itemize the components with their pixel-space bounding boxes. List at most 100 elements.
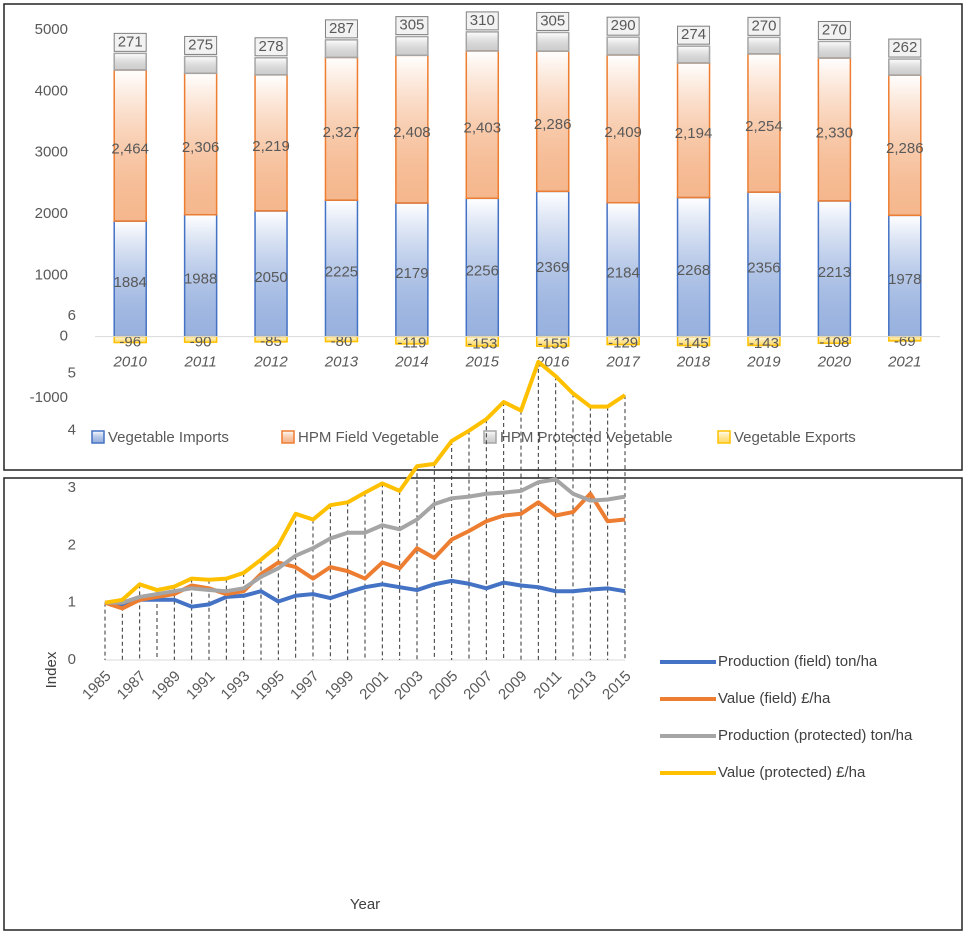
x-axis-title: Year xyxy=(350,896,380,913)
y-tick-label: 6 xyxy=(68,307,76,324)
data-label: -119 xyxy=(397,334,426,351)
y-tick-label: 1 xyxy=(68,594,76,611)
y-tick-label: 2000 xyxy=(35,205,68,222)
data-label: 278 xyxy=(259,38,284,55)
legend-swatch xyxy=(281,430,295,444)
data-label: -155 xyxy=(538,335,568,352)
data-label: 2,409 xyxy=(604,124,642,141)
data-label: 2,254 xyxy=(745,118,783,135)
data-label: 274 xyxy=(681,26,706,43)
x-tick-label: 2013 xyxy=(324,354,359,371)
data-label: 1988 xyxy=(184,271,217,288)
label-box xyxy=(395,16,429,36)
line xyxy=(104,359,627,605)
data-label: 275 xyxy=(188,36,213,53)
legend-label: Value (protected) £/ha xyxy=(718,764,866,781)
data-label: -108 xyxy=(819,334,849,351)
line xyxy=(104,491,626,611)
bar xyxy=(395,54,429,204)
data-label: 1884 xyxy=(114,274,147,291)
y-tick-label: 1000 xyxy=(35,266,68,283)
data-label: -85 xyxy=(260,333,282,350)
y-tick-label: 5000 xyxy=(35,21,68,38)
x-tick-label: 2018 xyxy=(676,354,711,371)
bar xyxy=(888,58,922,76)
data-label: 305 xyxy=(399,17,424,34)
legend-label: HPM Protected Vegetable xyxy=(500,429,673,446)
label-box xyxy=(677,25,711,45)
data-label: 2,286 xyxy=(534,116,572,133)
data-label: 1978 xyxy=(888,271,921,288)
bar xyxy=(465,50,500,200)
legend-label: Production (protected) ton/ha xyxy=(718,727,913,744)
data-label: 270 xyxy=(822,21,847,38)
data-label: 2256 xyxy=(466,262,499,279)
data-label: -153 xyxy=(467,335,497,352)
y-tick-label: 2 xyxy=(68,536,76,553)
bar xyxy=(395,202,429,338)
bar xyxy=(817,40,852,59)
bar xyxy=(183,55,218,75)
y-tick-label: 0 xyxy=(60,328,68,345)
y-tick-label: 3 xyxy=(68,479,76,496)
data-label: 2225 xyxy=(325,263,358,280)
x-tick-label: 2017 xyxy=(605,354,640,371)
x-tick-label: 2014 xyxy=(394,354,428,371)
bar xyxy=(535,50,570,193)
data-label: 2369 xyxy=(536,259,569,276)
legend-swatch xyxy=(717,430,731,444)
data-label: -143 xyxy=(749,335,779,352)
x-tick-label: 2019 xyxy=(746,354,781,371)
line xyxy=(105,477,626,605)
x-tick-label: 2021 xyxy=(887,354,921,371)
x-tick-label: 2010 xyxy=(113,354,148,371)
data-label: 262 xyxy=(892,39,917,56)
data-label: -90 xyxy=(190,333,212,350)
data-label: -129 xyxy=(608,335,638,352)
legend-label: HPM Field Vegetable xyxy=(298,429,439,446)
data-label: 2,464 xyxy=(111,141,149,158)
label-box xyxy=(536,11,570,31)
legend-label: Production (field) ton/ha xyxy=(718,653,878,670)
data-label: 290 xyxy=(611,17,636,34)
data-label: 2,219 xyxy=(252,138,290,155)
label-box xyxy=(324,19,358,39)
y-tick-label: 3000 xyxy=(35,144,68,161)
label-box xyxy=(888,38,922,58)
data-label: 2,408 xyxy=(393,124,431,141)
label-box xyxy=(254,37,288,57)
data-label: -80 xyxy=(331,333,353,350)
label-box xyxy=(184,35,218,55)
y-tick-label: 4 xyxy=(68,422,76,439)
data-label: 2,327 xyxy=(323,124,361,141)
data-label: 287 xyxy=(329,20,354,37)
y-axis-title: Index xyxy=(43,651,60,688)
data-label: 2,306 xyxy=(182,139,220,156)
data-label: 2213 xyxy=(818,264,851,281)
label-box xyxy=(465,11,499,31)
legend-swatch xyxy=(483,430,497,444)
y-tick-label: 0 xyxy=(68,651,76,668)
data-label: 2,330 xyxy=(816,124,854,141)
bar xyxy=(324,199,359,338)
bar xyxy=(888,214,922,338)
bar xyxy=(888,74,922,217)
data-label: 310 xyxy=(470,12,495,29)
data-label: 2184 xyxy=(606,265,639,282)
bar xyxy=(747,36,781,55)
y-tick-label: -1000 xyxy=(30,389,68,406)
data-label: 2050 xyxy=(254,269,287,286)
bar xyxy=(535,31,570,52)
bar xyxy=(254,57,288,76)
label-box xyxy=(817,20,851,40)
label-box xyxy=(747,16,781,36)
data-label: -69 xyxy=(894,333,916,350)
label-box xyxy=(606,16,640,36)
bar xyxy=(183,213,218,338)
bar xyxy=(324,39,359,59)
data-label: 305 xyxy=(540,12,565,29)
x-tick-label: 2015 xyxy=(465,354,500,371)
bar xyxy=(395,35,429,57)
bar xyxy=(465,31,500,52)
